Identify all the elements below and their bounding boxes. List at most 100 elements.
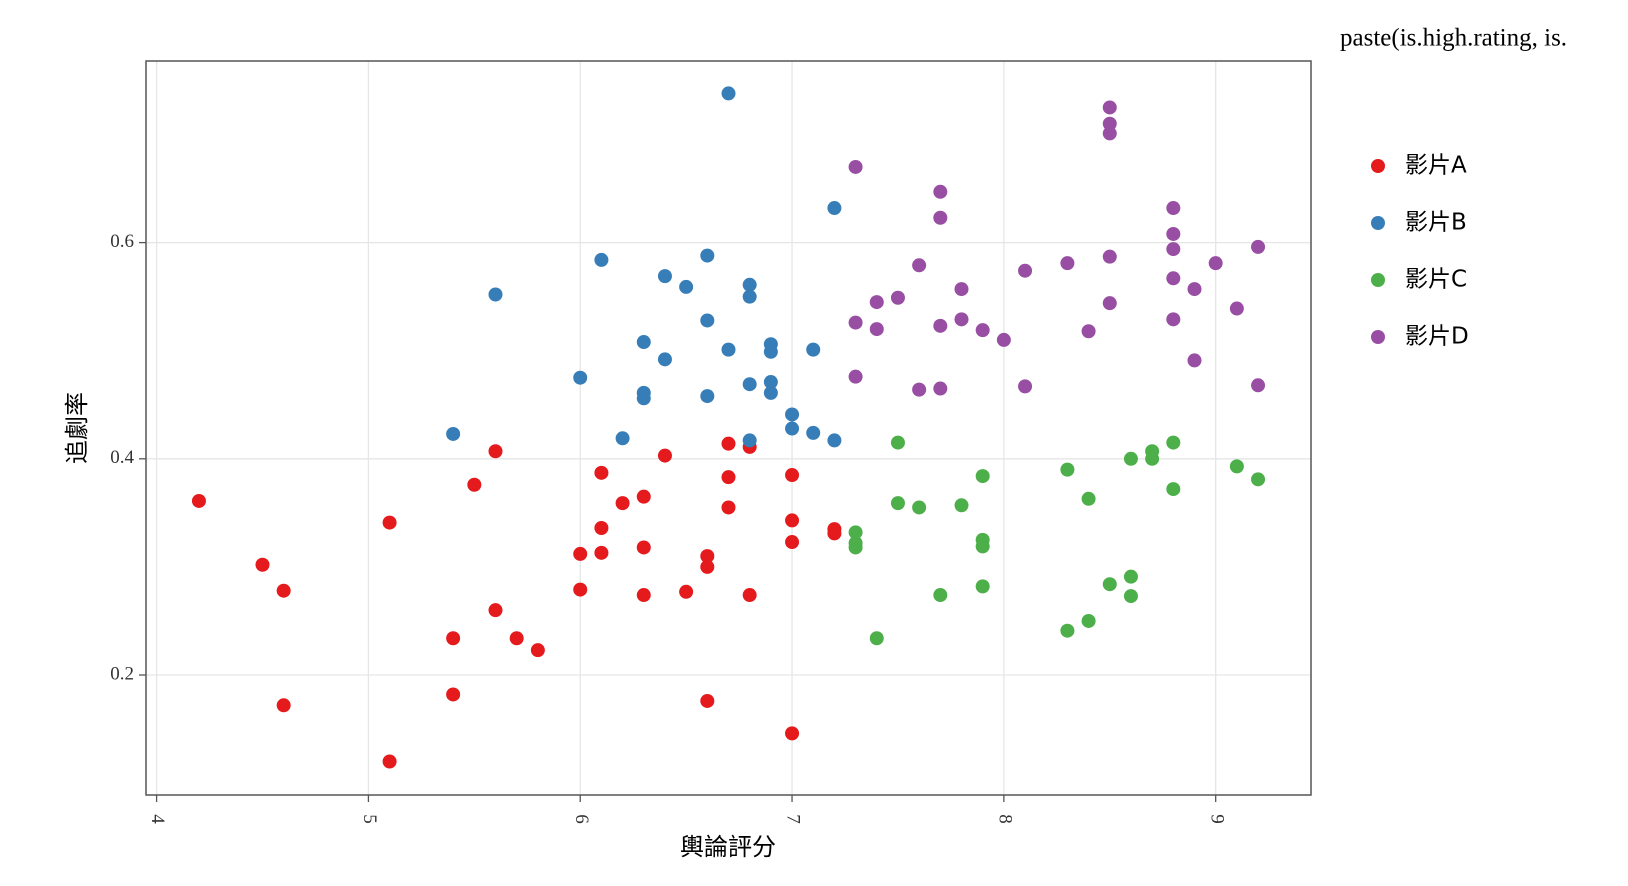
point (657, 352, 672, 367)
point (700, 389, 715, 404)
point (467, 477, 482, 492)
point (954, 498, 969, 513)
point (848, 159, 863, 174)
point (785, 421, 800, 436)
point (954, 312, 969, 327)
point (933, 318, 948, 333)
point (488, 603, 503, 618)
point (912, 382, 927, 397)
legend-title: paste(is.high.rating, is. (1340, 25, 1567, 52)
point (1251, 378, 1266, 393)
point (700, 248, 715, 263)
legend-label: 影片A (1405, 153, 1467, 179)
legend-label: 影片B (1405, 210, 1467, 236)
point (975, 579, 990, 594)
point (912, 258, 927, 273)
point (721, 86, 736, 101)
legend-label: 影片D (1405, 324, 1469, 350)
legend-marker (1371, 330, 1385, 344)
x-tick-label: 8 (995, 814, 1016, 824)
point (869, 322, 884, 337)
point (848, 525, 863, 540)
point (785, 407, 800, 422)
point (636, 335, 651, 350)
point (1251, 239, 1266, 254)
point (1123, 569, 1138, 584)
point (1166, 482, 1181, 497)
point (679, 584, 694, 599)
point (763, 344, 778, 359)
point (827, 201, 842, 216)
point (700, 693, 715, 708)
point (742, 377, 757, 392)
y-tick-label: 0.4 (110, 447, 134, 468)
x-tick-label: 7 (783, 814, 804, 824)
point (1081, 613, 1096, 628)
legend-marker (1371, 216, 1385, 230)
point (276, 698, 291, 713)
point (191, 493, 206, 508)
point (679, 279, 694, 294)
point (1102, 126, 1117, 141)
point (1208, 256, 1223, 271)
point (636, 489, 651, 504)
point (1166, 226, 1181, 241)
point (1060, 623, 1075, 638)
point (933, 184, 948, 199)
point (785, 535, 800, 550)
point (742, 433, 757, 448)
point (1229, 301, 1244, 316)
point (1166, 242, 1181, 257)
point (975, 323, 990, 338)
point (763, 385, 778, 400)
point (382, 515, 397, 530)
point (488, 444, 503, 459)
point (890, 290, 905, 305)
point (1166, 312, 1181, 327)
point (1018, 263, 1033, 278)
point (636, 540, 651, 555)
point (594, 465, 609, 480)
point (700, 559, 715, 574)
point (890, 496, 905, 511)
point (276, 583, 291, 598)
point (742, 289, 757, 304)
point (1166, 435, 1181, 450)
x-tick-label: 9 (1206, 814, 1227, 824)
point (573, 546, 588, 561)
point (1060, 462, 1075, 477)
legend-label: 影片C (1405, 267, 1467, 293)
point (1145, 451, 1160, 466)
point (848, 540, 863, 555)
point (255, 557, 270, 572)
point (1018, 379, 1033, 394)
point (806, 342, 821, 357)
point (785, 513, 800, 528)
point (615, 431, 630, 446)
legend-marker (1371, 159, 1385, 173)
point (1166, 201, 1181, 216)
point (530, 643, 545, 658)
point (975, 539, 990, 554)
point (827, 526, 842, 541)
x-tick-label: 4 (147, 814, 168, 824)
point (1187, 282, 1202, 297)
point (848, 369, 863, 384)
point (594, 545, 609, 560)
point (1187, 353, 1202, 368)
point (1081, 324, 1096, 339)
point (573, 582, 588, 597)
point (657, 448, 672, 463)
point (446, 426, 461, 441)
point (700, 313, 715, 328)
plot-border (145, 60, 1312, 796)
point (615, 496, 630, 511)
point (827, 433, 842, 448)
point (763, 375, 778, 390)
point (933, 588, 948, 603)
x-tick-label: 6 (571, 814, 592, 824)
point (1251, 472, 1266, 487)
point (1102, 116, 1117, 131)
